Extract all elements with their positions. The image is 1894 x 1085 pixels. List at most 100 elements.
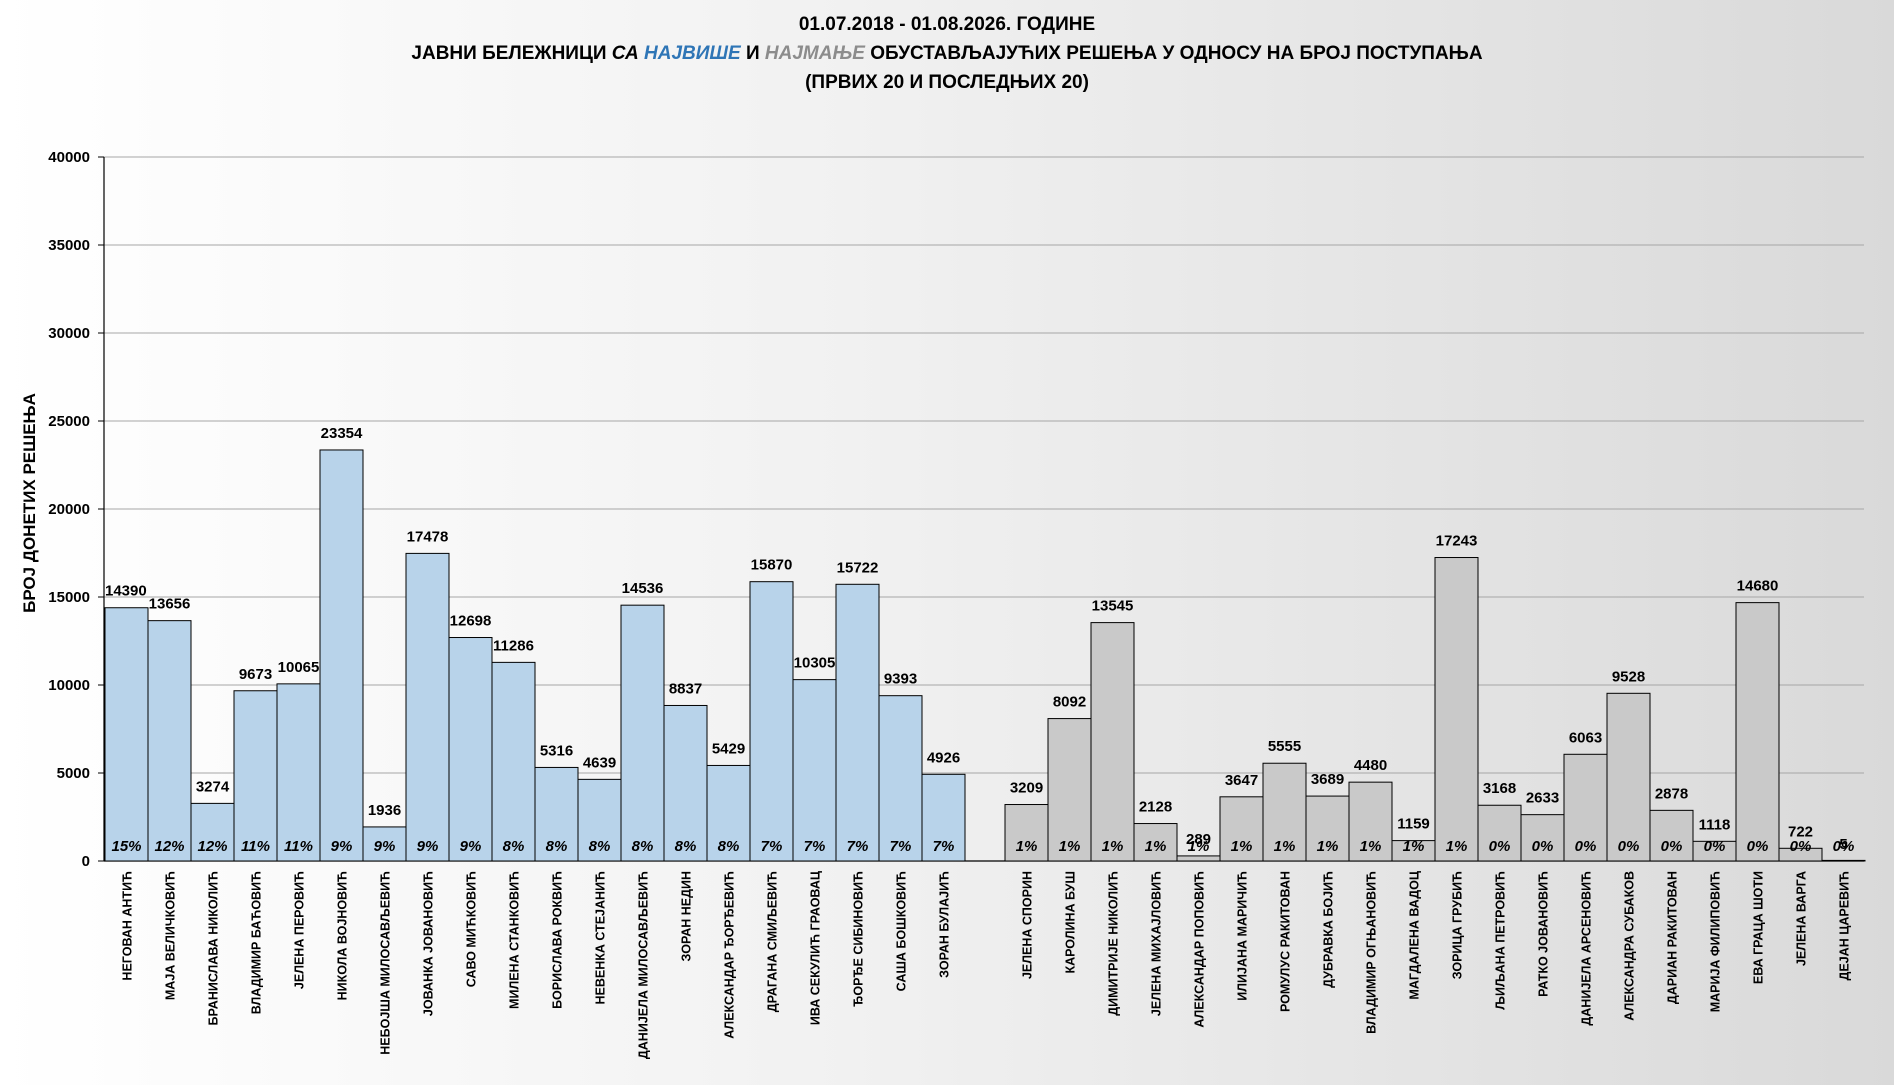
bar	[663, 704, 708, 862]
bar	[835, 583, 880, 862]
bar	[1649, 809, 1694, 862]
bar-percent-label: 0%	[1790, 838, 1812, 855]
bar-percent-label: 7%	[804, 838, 826, 855]
bar-value-label: 4926	[927, 749, 960, 766]
title-line-2-part-d: И	[740, 43, 765, 64]
bar-percent-label: 8%	[546, 838, 568, 855]
bar-value-label: 6063	[1569, 729, 1602, 746]
x-category-label: ЗОРАН БУЛАЈИЋ	[938, 871, 952, 978]
bar-value-label: 5	[1839, 836, 1847, 853]
bar-value-label: 10305	[794, 655, 836, 672]
x-category-label: ДРАГАНА СМИЉЕВИЋ	[766, 871, 780, 1012]
title-line-2-part-f: ОБУСТАВЉАЈУЋИХ РЕШЕЊА У ОДНОСУ НА БРОЈ П…	[864, 43, 1483, 64]
bar-value-label: 14536	[622, 580, 664, 597]
bar-value-label: 10065	[278, 659, 320, 676]
bar-value-label: 9673	[239, 666, 272, 683]
y-tick-label: 5000	[57, 765, 90, 782]
bar-value-label: 15870	[751, 557, 793, 574]
bar	[1219, 796, 1264, 862]
bar-value-label: 9393	[884, 671, 917, 688]
bar-percent-label: 1%	[1145, 838, 1167, 855]
bar	[276, 683, 321, 862]
x-category-label: БРАНИСЛАВА НИКОЛИЋ	[207, 871, 221, 1025]
y-tick-label: 30000	[48, 325, 90, 342]
bar-percent-label: 9%	[374, 838, 396, 855]
x-category-label: ДЕЈАН ЦАРЕВИЋ	[1838, 871, 1852, 981]
bar-percent-label: 0%	[1532, 838, 1554, 855]
x-category-label: АЛЕКСАНДРА СУБАКОВ	[1623, 871, 1637, 1021]
bar-percent-label: 7%	[890, 838, 912, 855]
x-category-label: ЈОВАНКА ЈОВАНОВИЋ	[422, 871, 436, 1016]
x-category-label: ИВА СЕКУЛИЋ ГРАОВАЦ	[809, 870, 823, 1025]
y-tick-label: 35000	[48, 237, 90, 254]
bar-percent-label: 8%	[675, 838, 697, 855]
y-tick-label: 20000	[48, 501, 90, 518]
bar-percent-label: 11%	[284, 838, 313, 855]
y-tick-label: 15000	[48, 589, 90, 606]
bar-percent-label: 1%	[1360, 838, 1382, 855]
title-line-3: (ПРВИХ 20 И ПОСЛЕДЊИХ 20)	[805, 72, 1089, 93]
bar	[620, 604, 665, 862]
x-category-label: ЈЕЛЕНА МИХАЈЛОВИЋ	[1150, 871, 1164, 1016]
y-tick-label: 25000	[48, 413, 90, 430]
title-line-1: 01.07.2018 - 01.08.2026. ГОДИНЕ	[798, 14, 1096, 35]
y-tick-label: 0	[82, 853, 90, 870]
bar-value-label: 1936	[368, 802, 401, 819]
x-category-label: АЛЕКСАНДАР ЂОРЂЕВИЋ	[723, 871, 737, 1039]
bar-percent-label: 8%	[632, 838, 654, 855]
x-category-label: КАРОЛИНА БУШ	[1064, 871, 1078, 974]
bar-value-label: 9528	[1612, 668, 1645, 685]
bar-value-label: 3209	[1010, 780, 1043, 797]
x-category-label: МАГДАЛЕНА ВАДОЦ	[1408, 870, 1422, 999]
bar	[1778, 847, 1823, 862]
bar	[491, 661, 536, 862]
bar	[1563, 753, 1608, 862]
x-category-label: ЈЕЛЕНА ВАРГА	[1795, 871, 1809, 966]
x-category-label: МИЛЕНА СТАНКОВИЋ	[508, 871, 522, 1009]
bar-percent-label: 11%	[241, 838, 270, 855]
bar-percent-label: 1%	[1317, 838, 1339, 855]
bar-percent-label: 8%	[718, 838, 740, 855]
title-line-2: ЈАВНИ БЕЛЕЖНИЦИ СА НАЈВИШЕ И НАЈМАЊЕ ОБУ…	[0, 39, 1894, 68]
bar-percent-label: 15%	[111, 838, 141, 855]
bar-percent-label: 7%	[933, 838, 955, 855]
bar-value-label: 289	[1186, 831, 1211, 848]
bar-percent-label: 0%	[1661, 838, 1683, 855]
bar-value-label: 17478	[407, 528, 449, 545]
bar-value-label: 2633	[1526, 790, 1559, 807]
bar	[1004, 804, 1049, 862]
bar	[792, 679, 837, 862]
x-category-label: САША БОШКОВИЋ	[895, 871, 909, 991]
bar-value-label: 5429	[712, 740, 745, 757]
bar-value-label: 3647	[1225, 772, 1258, 789]
bar-percent-label: 1%	[1446, 838, 1468, 855]
bar-percent-label: 12%	[197, 838, 227, 855]
bar-percent-label: 9%	[460, 838, 482, 855]
bar-value-label: 8092	[1053, 694, 1086, 711]
x-category-label: ВЛАДИМИР БАЋОВИЋ	[250, 871, 264, 1014]
bar-value-label: 5316	[540, 742, 573, 759]
x-category-label: ДАРИАН РАКИТОВАН	[1666, 871, 1680, 1004]
bar	[1305, 795, 1350, 862]
bar-value-label: 15722	[837, 559, 879, 576]
bar-value-label: 1118	[1699, 816, 1731, 833]
x-category-label: РАТКО ЈОВАНОВИЋ	[1537, 871, 1551, 997]
bar-value-label: 13656	[149, 596, 191, 613]
x-category-label: ЉИЉАНА ПЕТРОВИЋ	[1494, 871, 1508, 1010]
x-category-label: НЕБОЈША МИЛОСАВЉЕВИЋ	[379, 871, 393, 1055]
bar-percent-label: 12%	[154, 838, 184, 855]
bar-percent-label: 0%	[1618, 838, 1640, 855]
bar-value-label: 13545	[1092, 598, 1134, 615]
x-category-label: АЛЕКСАНДАР ПОПОВИЋ	[1193, 871, 1207, 1028]
bar	[878, 695, 923, 862]
bar-percent-label: 0%	[1747, 838, 1769, 855]
chart-title: 01.07.2018 - 01.08.2026. ГОДИНЕ ЈАВНИ БЕ…	[0, 10, 1894, 97]
x-category-label: ЗОРАН НЕДИН	[680, 871, 694, 961]
bar	[1821, 859, 1866, 862]
bar-value-label: 3274	[196, 778, 230, 795]
x-category-label: ДИМИТРИЈЕ НИКОЛИЋ	[1107, 871, 1121, 1016]
title-line-2-part-a: ЈАВНИ БЕЛЕЖНИЦИ	[411, 43, 612, 64]
bar	[405, 552, 450, 862]
bar-percent-label: 9%	[417, 838, 439, 855]
bar	[577, 778, 622, 862]
